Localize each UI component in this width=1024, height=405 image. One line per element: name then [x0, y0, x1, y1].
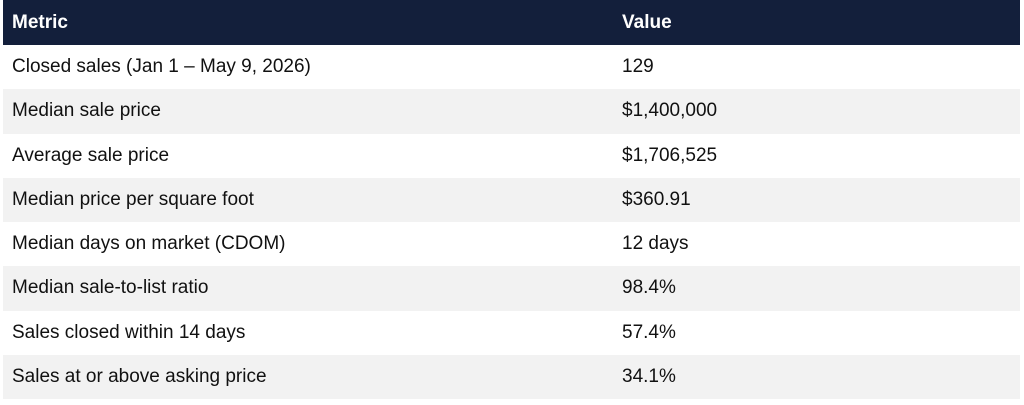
table-body: Closed sales (Jan 1 – May 9, 2026) 129 M…: [3, 45, 1020, 399]
metric-cell: Median price per square foot: [12, 188, 254, 210]
value-cell: $1,400,000: [622, 100, 718, 122]
value-cell: 34.1%: [622, 365, 676, 387]
table-row: Median days on market (CDOM) 12 days: [3, 222, 1020, 267]
table-row: Sales at or above asking price 34.1%: [3, 354, 1020, 399]
metric-cell: Average sale price: [12, 144, 170, 166]
metric-cell: Closed sales (Jan 1 – May 9, 2026): [12, 56, 311, 78]
table-header: Metric Value: [3, 0, 1020, 45]
table-row: Median price per square foot $360.91: [3, 177, 1020, 222]
metric-cell: Median sale price: [12, 100, 161, 122]
metric-cell: Median sale-to-list ratio: [12, 277, 209, 299]
header-value: Value: [622, 11, 672, 33]
table-row: Median sale-to-list ratio 98.4%: [3, 266, 1020, 311]
value-cell: 98.4%: [622, 277, 676, 299]
metric-cell: Sales closed within 14 days: [12, 321, 246, 343]
table-row: Median sale price $1,400,000: [3, 89, 1020, 134]
market-metrics-table: Metric Value Closed sales (Jan 1 – May 9…: [3, 0, 1020, 399]
value-cell: 129: [622, 56, 654, 78]
header-metric: Metric: [12, 11, 68, 33]
value-cell: 57.4%: [622, 321, 676, 343]
value-cell: $360.91: [622, 188, 691, 210]
table-row: Closed sales (Jan 1 – May 9, 2026) 129: [3, 45, 1020, 90]
metric-cell: Median days on market (CDOM): [12, 233, 286, 255]
value-cell: $1,706,525: [622, 144, 718, 166]
header-row: Metric Value: [3, 0, 1020, 45]
table-row: Average sale price $1,706,525: [3, 133, 1020, 178]
value-cell: 12 days: [622, 233, 689, 255]
table-row: Sales closed within 14 days 57.4%: [3, 310, 1020, 355]
metric-cell: Sales at or above asking price: [12, 365, 267, 387]
